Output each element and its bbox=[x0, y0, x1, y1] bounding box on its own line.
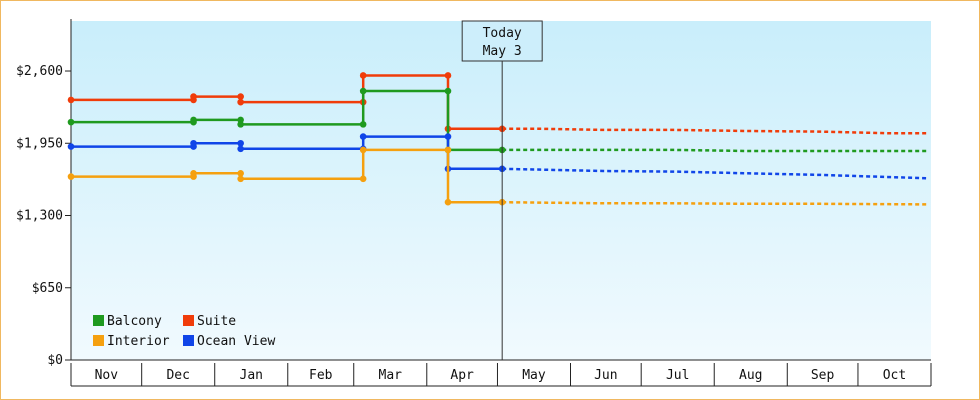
data-point bbox=[237, 98, 244, 106]
y-tick-label: $650 bbox=[32, 281, 63, 296]
data-point bbox=[67, 96, 75, 104]
legend-interior-label: Interior bbox=[107, 334, 170, 349]
data-point bbox=[444, 198, 452, 206]
series-forecast-line bbox=[502, 127, 929, 135]
month-label: May bbox=[522, 368, 546, 383]
data-point bbox=[237, 121, 244, 128]
plot-area bbox=[71, 21, 931, 360]
data-point bbox=[444, 133, 452, 140]
data-point bbox=[67, 143, 75, 150]
data-point bbox=[359, 72, 367, 79]
legend-interior-swatch bbox=[93, 335, 104, 346]
y-tick-label: $2,600 bbox=[16, 64, 63, 79]
series-interior bbox=[67, 146, 929, 206]
month-label: Oct bbox=[883, 368, 906, 383]
legend-suite-label: Suite bbox=[197, 314, 236, 329]
month-label: Jul bbox=[666, 368, 689, 383]
month-label: Jan bbox=[240, 368, 263, 383]
data-point bbox=[237, 93, 244, 100]
data-point bbox=[359, 133, 367, 140]
month-label: Dec bbox=[166, 368, 189, 383]
data-point bbox=[67, 118, 75, 126]
y-tick-label: $1,950 bbox=[16, 136, 63, 151]
data-point bbox=[237, 175, 244, 183]
data-point bbox=[67, 173, 75, 180]
today-date: May 3 bbox=[483, 44, 522, 59]
data-point bbox=[444, 87, 452, 95]
today-label: Today bbox=[483, 26, 522, 41]
data-point bbox=[237, 169, 244, 177]
y-tick-label: $0 bbox=[47, 353, 63, 368]
series-forecast-line bbox=[502, 167, 929, 180]
series-forecast-line bbox=[502, 148, 929, 153]
month-label: Feb bbox=[309, 368, 333, 383]
data-point bbox=[190, 93, 197, 100]
month-label: Apr bbox=[450, 368, 474, 383]
data-point bbox=[237, 145, 244, 153]
data-point bbox=[359, 121, 367, 128]
data-point bbox=[190, 139, 197, 147]
data-point bbox=[359, 175, 367, 183]
data-point bbox=[359, 87, 367, 95]
month-label: Nov bbox=[95, 368, 119, 383]
data-point bbox=[444, 146, 452, 154]
data-point bbox=[190, 116, 197, 124]
data-point bbox=[359, 146, 367, 154]
data-point bbox=[237, 139, 244, 147]
legend-ocean-view-swatch bbox=[183, 335, 194, 346]
month-label: Jun bbox=[594, 368, 617, 383]
legend-balcony-label: Balcony bbox=[107, 314, 162, 329]
month-label: Aug bbox=[739, 368, 762, 383]
month-label: Mar bbox=[379, 368, 403, 383]
series-balcony bbox=[67, 87, 929, 154]
series-forecast-line bbox=[502, 200, 929, 206]
data-point bbox=[190, 169, 197, 177]
legend-ocean-view-label: Ocean View bbox=[197, 334, 275, 349]
legend-suite-swatch bbox=[183, 315, 194, 326]
month-label: Sep bbox=[811, 368, 835, 383]
y-tick-label: $1,300 bbox=[16, 209, 63, 224]
data-point bbox=[444, 72, 452, 79]
today-box bbox=[461, 20, 543, 62]
legend-balcony-swatch bbox=[93, 315, 104, 326]
